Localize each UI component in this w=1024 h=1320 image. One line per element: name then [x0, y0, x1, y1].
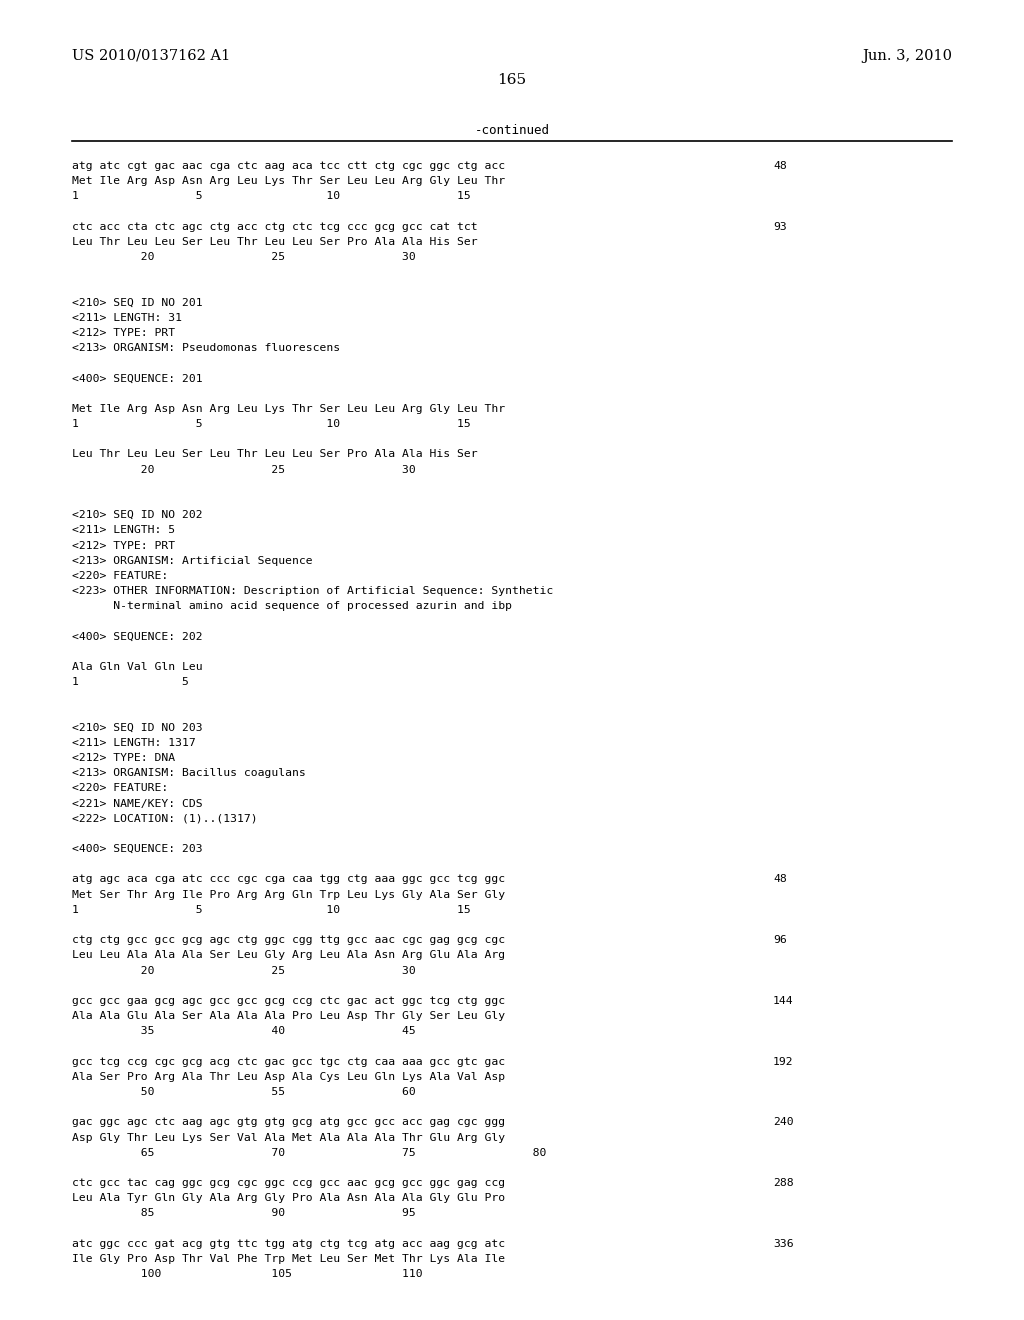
Text: -continued: -continued	[474, 124, 550, 137]
Text: <210> SEQ ID NO 202: <210> SEQ ID NO 202	[72, 510, 203, 520]
Text: Leu Thr Leu Leu Ser Leu Thr Leu Leu Ser Pro Ala Ala His Ser: Leu Thr Leu Leu Ser Leu Thr Leu Leu Ser …	[72, 449, 477, 459]
Text: atc ggc ccc gat acg gtg ttc tgg atg ctg tcg atg acc aag gcg atc: atc ggc ccc gat acg gtg ttc tgg atg ctg …	[72, 1238, 505, 1249]
Text: <220> FEATURE:: <220> FEATURE:	[72, 570, 168, 581]
Text: Jun. 3, 2010: Jun. 3, 2010	[862, 49, 952, 63]
Text: 1                 5                  10                 15: 1 5 10 15	[72, 904, 470, 915]
Text: <221> NAME/KEY: CDS: <221> NAME/KEY: CDS	[72, 799, 203, 809]
Text: 48: 48	[773, 161, 786, 172]
Text: Leu Ala Tyr Gln Gly Ala Arg Gly Pro Ala Asn Ala Ala Gly Glu Pro: Leu Ala Tyr Gln Gly Ala Arg Gly Pro Ala …	[72, 1193, 505, 1204]
Text: <223> OTHER INFORMATION: Description of Artificial Sequence: Synthetic: <223> OTHER INFORMATION: Description of …	[72, 586, 553, 597]
Text: 20                 25                 30: 20 25 30	[72, 252, 416, 263]
Text: 144: 144	[773, 995, 794, 1006]
Text: 1                 5                  10                 15: 1 5 10 15	[72, 418, 470, 429]
Text: 165: 165	[498, 73, 526, 87]
Text: Met Ile Arg Asp Asn Arg Leu Lys Thr Ser Leu Leu Arg Gly Leu Thr: Met Ile Arg Asp Asn Arg Leu Lys Thr Ser …	[72, 177, 505, 186]
Text: 336: 336	[773, 1238, 794, 1249]
Text: 240: 240	[773, 1117, 794, 1127]
Text: atg agc aca cga atc ccc cgc cga caa tgg ctg aaa ggc gcc tcg ggc: atg agc aca cga atc ccc cgc cga caa tgg …	[72, 874, 505, 884]
Text: 192: 192	[773, 1056, 794, 1067]
Text: <220> FEATURE:: <220> FEATURE:	[72, 783, 168, 793]
Text: 288: 288	[773, 1177, 794, 1188]
Text: 50                 55                 60: 50 55 60	[72, 1086, 416, 1097]
Text: 20                 25                 30: 20 25 30	[72, 965, 416, 975]
Text: ctc gcc tac cag ggc gcg cgc ggc ccg gcc aac gcg gcc ggc gag ccg: ctc gcc tac cag ggc gcg cgc ggc ccg gcc …	[72, 1177, 505, 1188]
Text: 100                105                110: 100 105 110	[72, 1269, 422, 1279]
Text: 48: 48	[773, 874, 786, 884]
Text: <211> LENGTH: 5: <211> LENGTH: 5	[72, 525, 175, 536]
Text: <222> LOCATION: (1)..(1317): <222> LOCATION: (1)..(1317)	[72, 813, 257, 824]
Text: Ile Gly Pro Asp Thr Val Phe Trp Met Leu Ser Met Thr Lys Ala Ile: Ile Gly Pro Asp Thr Val Phe Trp Met Leu …	[72, 1254, 505, 1265]
Text: gcc tcg ccg cgc gcg acg ctc gac gcc tgc ctg caa aaa gcc gtc gac: gcc tcg ccg cgc gcg acg ctc gac gcc tgc …	[72, 1056, 505, 1067]
Text: Met Ser Thr Arg Ile Pro Arg Arg Gln Trp Leu Lys Gly Ala Ser Gly: Met Ser Thr Arg Ile Pro Arg Arg Gln Trp …	[72, 890, 505, 900]
Text: 96: 96	[773, 935, 786, 945]
Text: <210> SEQ ID NO 201: <210> SEQ ID NO 201	[72, 297, 203, 308]
Text: Ala Ser Pro Arg Ala Thr Leu Asp Ala Cys Leu Gln Lys Ala Val Asp: Ala Ser Pro Arg Ala Thr Leu Asp Ala Cys …	[72, 1072, 505, 1082]
Text: 1                 5                  10                 15: 1 5 10 15	[72, 191, 470, 202]
Text: <212> TYPE: PRT: <212> TYPE: PRT	[72, 327, 175, 338]
Text: Leu Thr Leu Leu Ser Leu Thr Leu Leu Ser Pro Ala Ala His Ser: Leu Thr Leu Leu Ser Leu Thr Leu Leu Ser …	[72, 236, 477, 247]
Text: <213> ORGANISM: Artificial Sequence: <213> ORGANISM: Artificial Sequence	[72, 556, 312, 566]
Text: 65                 70                 75                 80: 65 70 75 80	[72, 1147, 546, 1158]
Text: Asp Gly Thr Leu Lys Ser Val Ala Met Ala Ala Ala Thr Glu Arg Gly: Asp Gly Thr Leu Lys Ser Val Ala Met Ala …	[72, 1133, 505, 1143]
Text: ctc acc cta ctc agc ctg acc ctg ctc tcg ccc gcg gcc cat tct: ctc acc cta ctc agc ctg acc ctg ctc tcg …	[72, 222, 477, 232]
Text: <211> LENGTH: 31: <211> LENGTH: 31	[72, 313, 181, 323]
Text: N-terminal amino acid sequence of processed azurin and ibp: N-terminal amino acid sequence of proces…	[72, 601, 512, 611]
Text: Leu Leu Ala Ala Ala Ser Leu Gly Arg Leu Ala Asn Arg Glu Ala Arg: Leu Leu Ala Ala Ala Ser Leu Gly Arg Leu …	[72, 950, 505, 961]
Text: <210> SEQ ID NO 203: <210> SEQ ID NO 203	[72, 722, 203, 733]
Text: gcc gcc gaa gcg agc gcc gcc gcg ccg ctc gac act ggc tcg ctg ggc: gcc gcc gaa gcg agc gcc gcc gcg ccg ctc …	[72, 995, 505, 1006]
Text: Ala Ala Glu Ala Ser Ala Ala Ala Pro Leu Asp Thr Gly Ser Leu Gly: Ala Ala Glu Ala Ser Ala Ala Ala Pro Leu …	[72, 1011, 505, 1022]
Text: 20                 25                 30: 20 25 30	[72, 465, 416, 475]
Text: 93: 93	[773, 222, 786, 232]
Text: ctg ctg gcc gcc gcg agc ctg ggc cgg ttg gcc aac cgc gag gcg cgc: ctg ctg gcc gcc gcg agc ctg ggc cgg ttg …	[72, 935, 505, 945]
Text: Met Ile Arg Asp Asn Arg Leu Lys Thr Ser Leu Leu Arg Gly Leu Thr: Met Ile Arg Asp Asn Arg Leu Lys Thr Ser …	[72, 404, 505, 414]
Text: 1               5: 1 5	[72, 677, 188, 688]
Text: <212> TYPE: DNA: <212> TYPE: DNA	[72, 752, 175, 763]
Text: US 2010/0137162 A1: US 2010/0137162 A1	[72, 49, 230, 63]
Text: <213> ORGANISM: Pseudomonas fluorescens: <213> ORGANISM: Pseudomonas fluorescens	[72, 343, 340, 354]
Text: atg atc cgt gac aac cga ctc aag aca tcc ctt ctg cgc ggc ctg acc: atg atc cgt gac aac cga ctc aag aca tcc …	[72, 161, 505, 172]
Text: <213> ORGANISM: Bacillus coagulans: <213> ORGANISM: Bacillus coagulans	[72, 768, 305, 779]
Text: <211> LENGTH: 1317: <211> LENGTH: 1317	[72, 738, 196, 748]
Text: <400> SEQUENCE: 202: <400> SEQUENCE: 202	[72, 631, 203, 642]
Text: <212> TYPE: PRT: <212> TYPE: PRT	[72, 540, 175, 550]
Text: 85                 90                 95: 85 90 95	[72, 1208, 416, 1218]
Text: <400> SEQUENCE: 203: <400> SEQUENCE: 203	[72, 843, 203, 854]
Text: gac ggc agc ctc aag agc gtg gtg gcg atg gcc gcc acc gag cgc ggg: gac ggc agc ctc aag agc gtg gtg gcg atg …	[72, 1117, 505, 1127]
Text: <400> SEQUENCE: 201: <400> SEQUENCE: 201	[72, 374, 203, 384]
Text: Ala Gln Val Gln Leu: Ala Gln Val Gln Leu	[72, 661, 203, 672]
Text: 35                 40                 45: 35 40 45	[72, 1026, 416, 1036]
